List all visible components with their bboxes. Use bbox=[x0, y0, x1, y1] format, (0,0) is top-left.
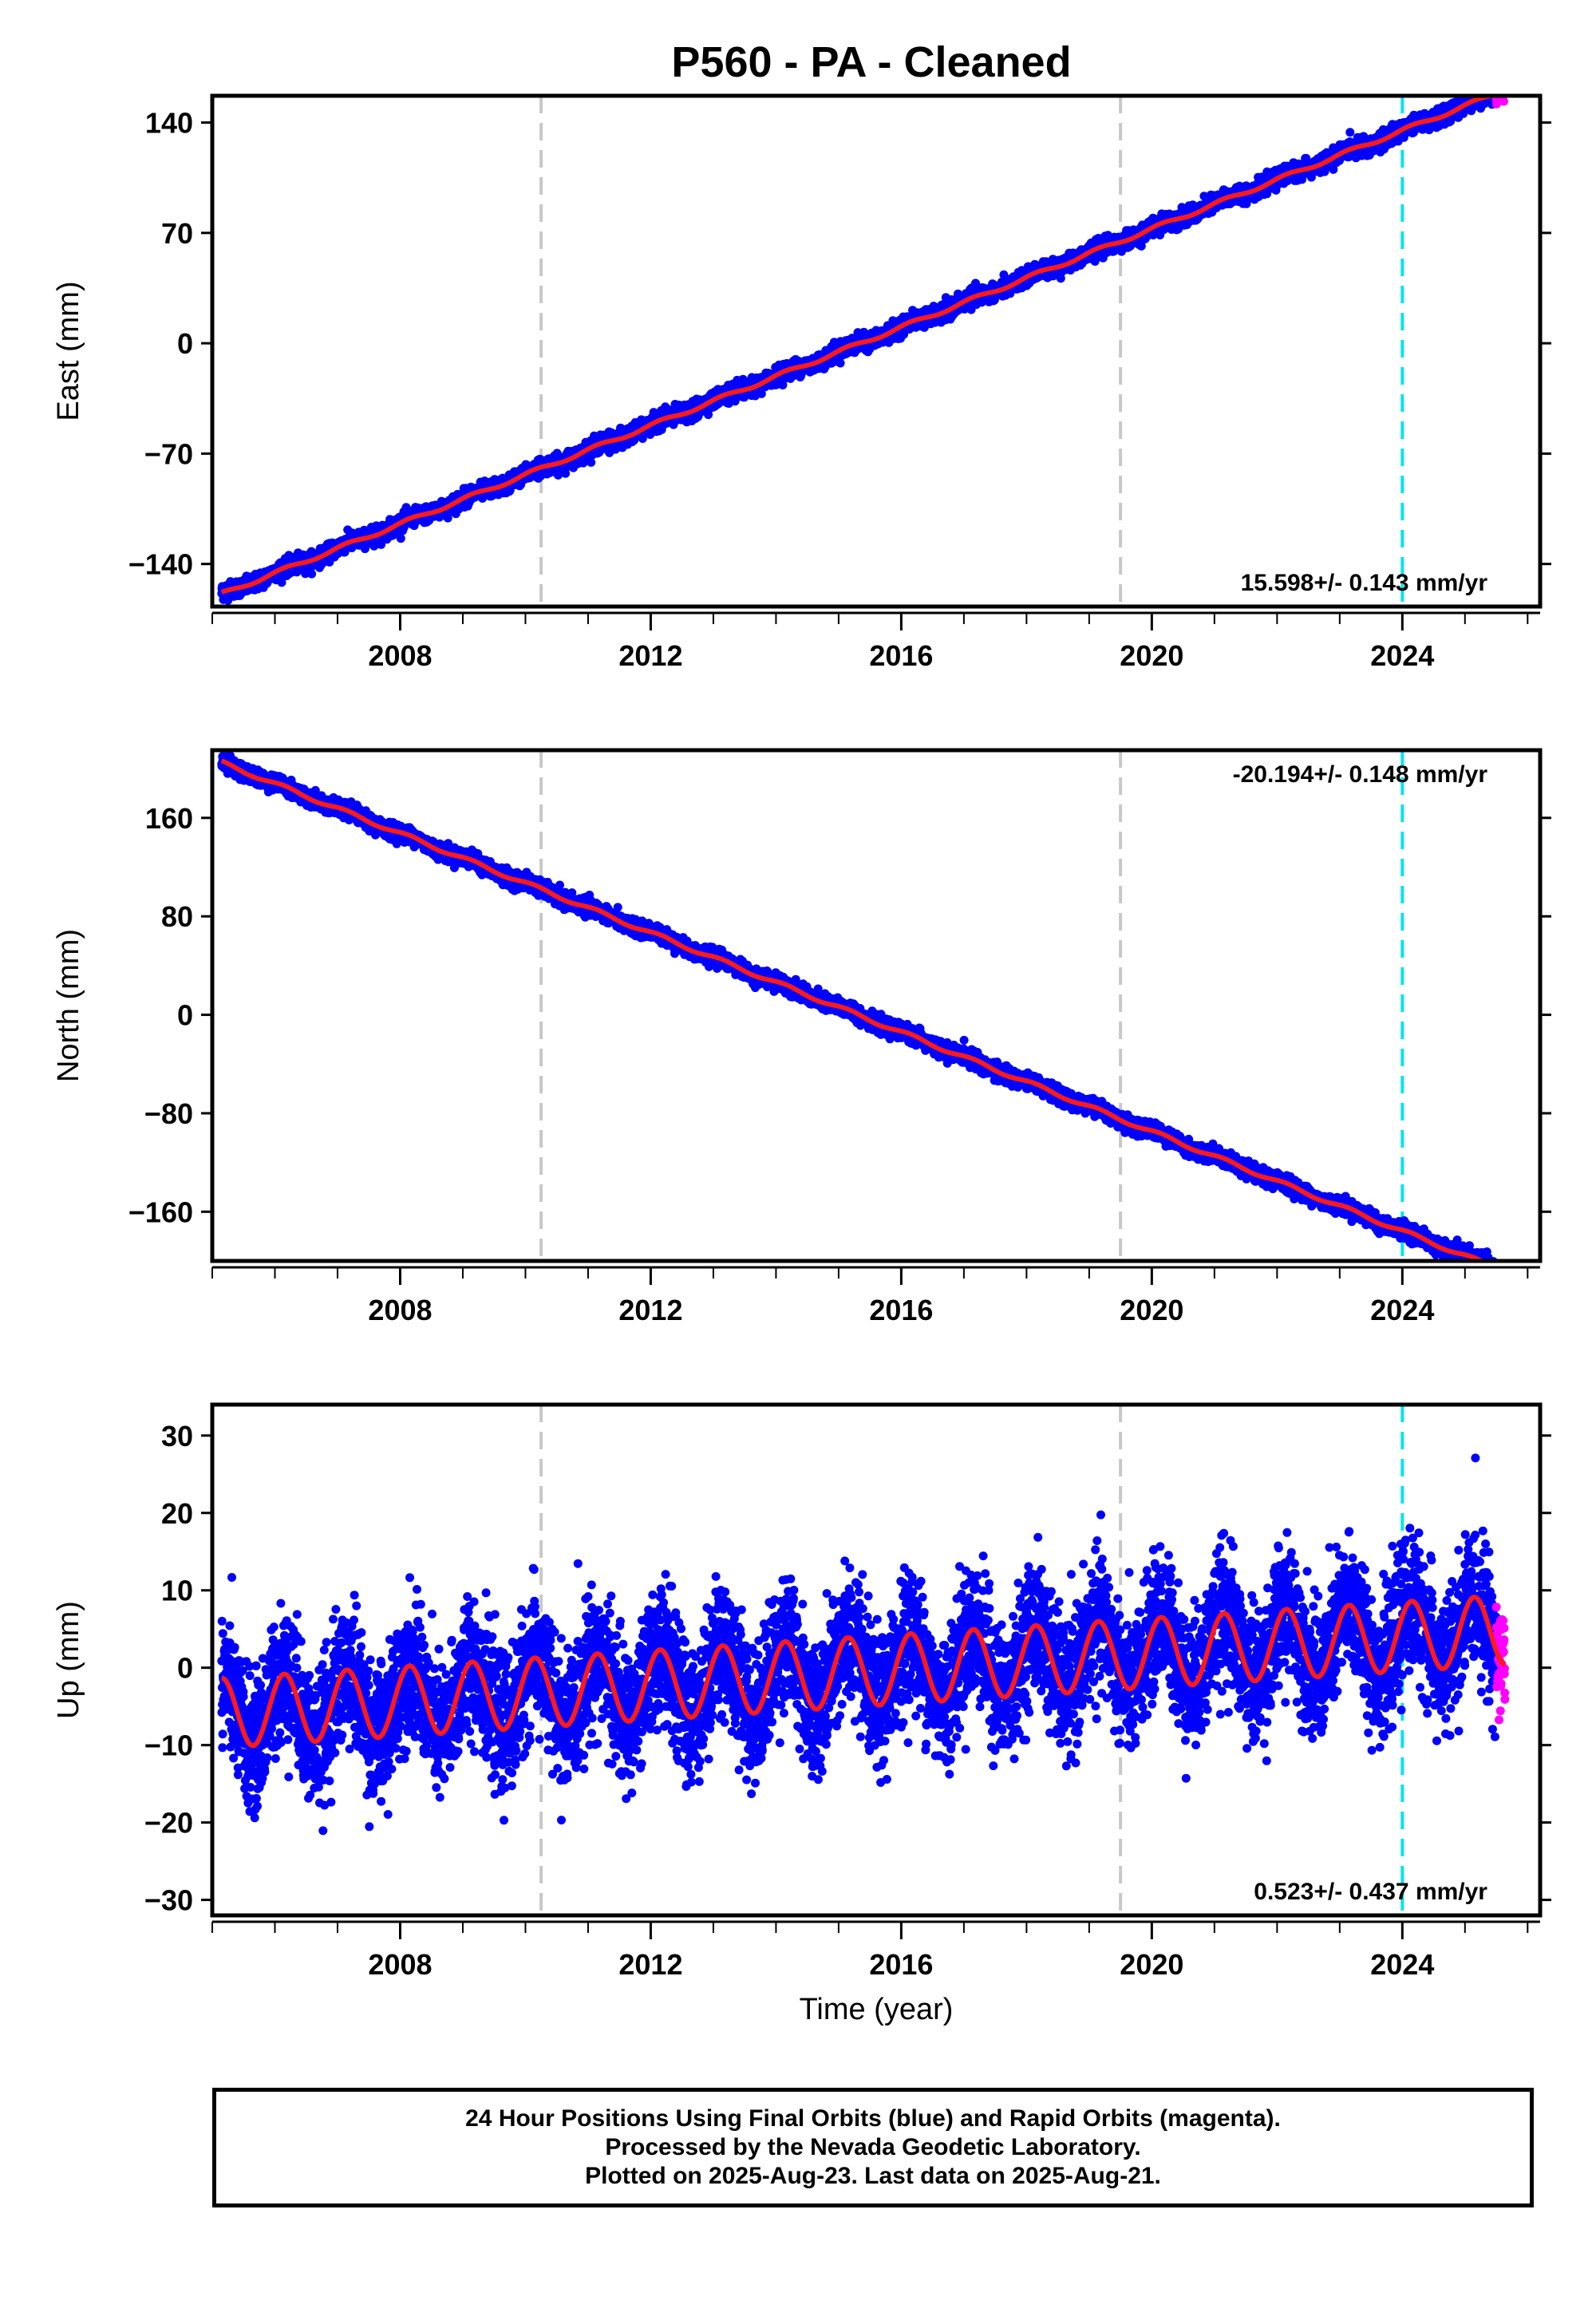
final-point bbox=[587, 457, 596, 467]
final-point bbox=[307, 569, 317, 579]
chart-title: P560 - PA - Cleaned bbox=[671, 38, 1071, 86]
final-point bbox=[836, 358, 845, 368]
final-point bbox=[396, 534, 405, 543]
plot-area bbox=[217, 96, 1508, 607]
